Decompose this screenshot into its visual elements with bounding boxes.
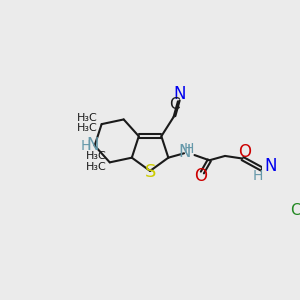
Text: O: O	[238, 143, 251, 161]
Text: H₃C: H₃C	[77, 124, 98, 134]
Text: H: H	[252, 169, 262, 183]
Text: H₃C: H₃C	[77, 113, 98, 123]
Text: O: O	[194, 167, 207, 185]
Text: Cl: Cl	[290, 202, 300, 217]
Text: H₃C: H₃C	[85, 162, 106, 172]
Text: H₃C: H₃C	[85, 151, 106, 161]
Text: N: N	[264, 158, 277, 175]
Text: C: C	[169, 97, 180, 112]
Text: H: H	[183, 142, 194, 156]
Text: N: N	[179, 143, 191, 161]
Text: H: H	[81, 139, 91, 153]
Text: N: N	[87, 136, 99, 154]
Text: N: N	[173, 85, 186, 103]
Text: S: S	[145, 163, 157, 181]
